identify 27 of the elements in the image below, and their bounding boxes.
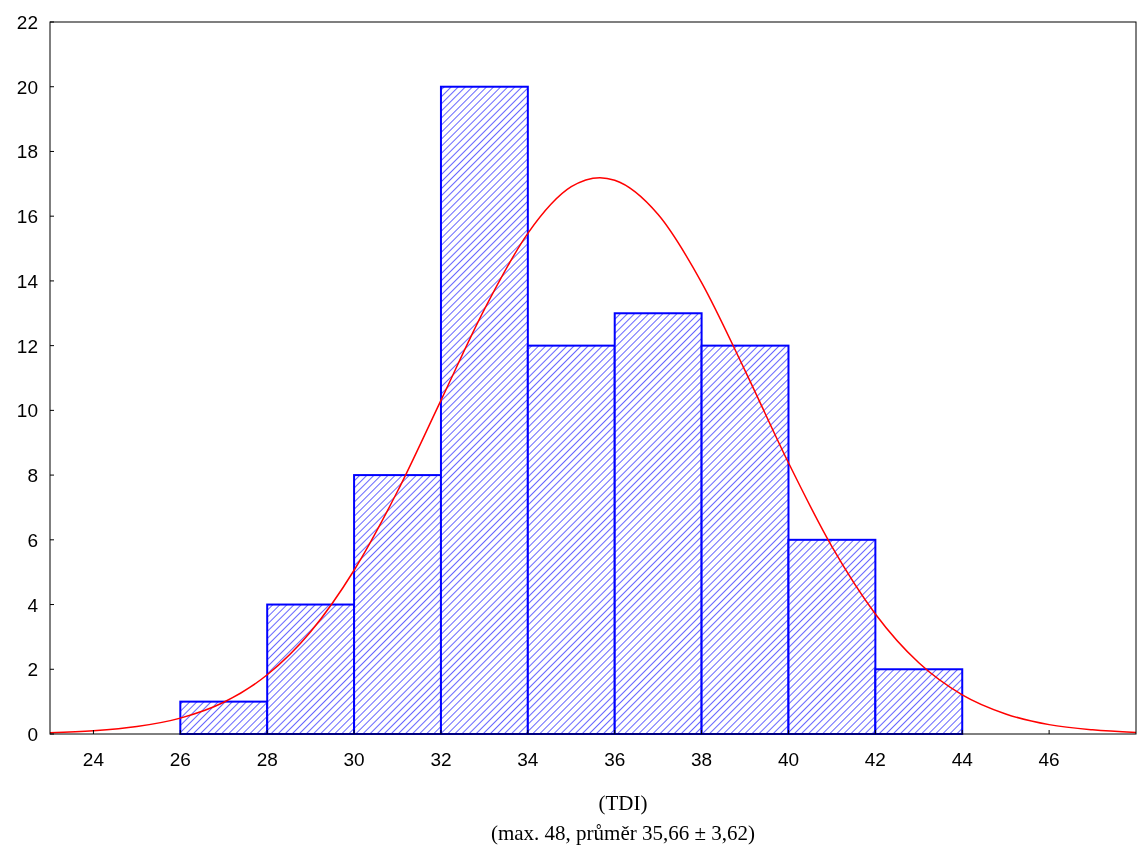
x-tick-label: 24 [82,749,105,770]
x-tick-label: 28 [256,749,278,770]
y-tick-label: 2 [27,659,38,681]
x-tick-label: 46 [1038,749,1060,770]
x-tick-label: 44 [951,749,974,770]
y-tick-label: 4 [27,594,39,616]
x-tick-label: 42 [864,749,886,770]
y-tick-label: 18 [16,141,38,163]
y-tick-label: 6 [27,529,38,551]
y-tick-label: 16 [16,206,38,228]
x-tick-label: 38 [691,749,713,770]
x-tick-label: 26 [169,749,191,770]
line-series [49,176,1137,734]
x-tick-label: 34 [517,749,539,770]
x-tick-label: 36 [604,749,626,770]
y-tick-label: 0 [27,724,38,745]
y-tick-label: 12 [16,335,38,357]
x-tick-label: 32 [430,749,452,770]
x-tick-label: 30 [343,749,365,770]
y-tick-label: 10 [16,400,38,422]
y-tick-label: 8 [27,465,38,487]
y-tick-label: 20 [16,76,38,98]
y-tick-label: 22 [16,12,38,33]
x-axis-title: (TDI) [598,791,648,815]
y-tick-label: 14 [16,270,39,292]
x-tick-label: 40 [777,749,800,770]
text: (max. 48, průměr 35,66 ± 3,62) [490,821,756,845]
